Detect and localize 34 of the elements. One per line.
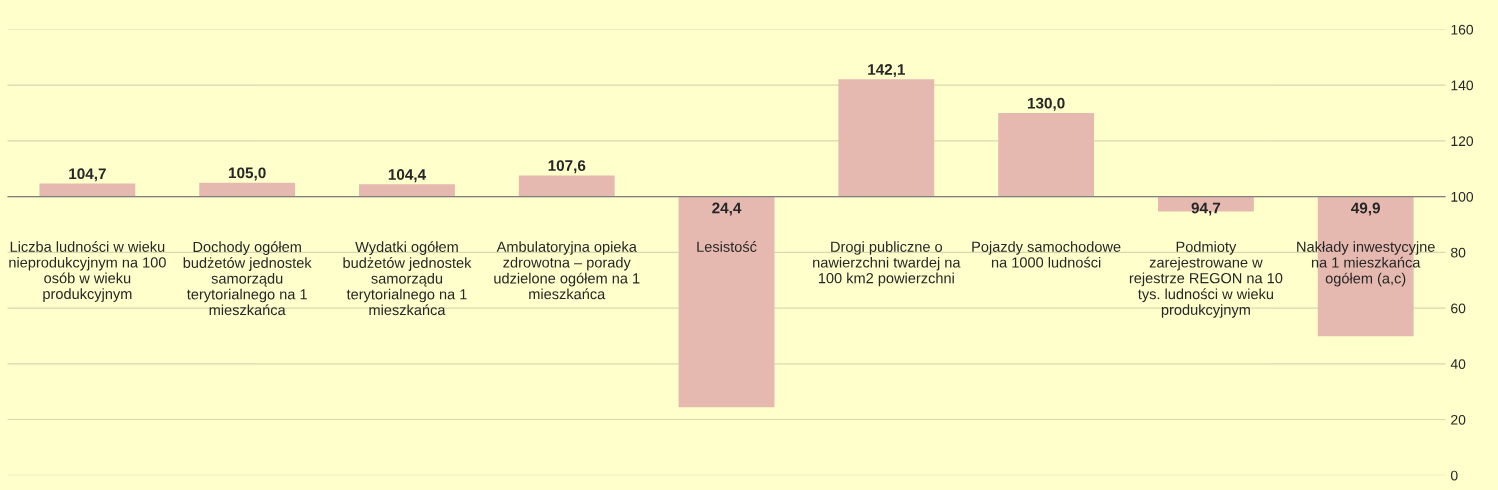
data-label: 104,4 xyxy=(388,169,426,183)
bar xyxy=(998,113,1095,197)
bar xyxy=(39,183,136,197)
data-label: 104,7 xyxy=(69,168,106,182)
bar xyxy=(359,184,455,197)
bar xyxy=(838,79,935,197)
data-label: 130,0 xyxy=(1027,97,1065,111)
y-tick-label: 0 xyxy=(1450,470,1458,481)
data-label: 105,0 xyxy=(229,167,266,181)
x-tick-label: Pojazdy samochodowe na 1000 ludności xyxy=(972,241,1121,268)
bar xyxy=(199,182,296,197)
x-tick-label: Podmioty zarejestrowane w rejestrze REGON na 10 tys. ludności w wieku produkcyjnym xyxy=(1129,241,1283,318)
y-tick-label: 160 xyxy=(1451,24,1474,35)
bar xyxy=(518,175,615,197)
data-label: 94,7 xyxy=(1191,202,1221,216)
x-tick-label: Drogi publiczne o nawierzchni twardej na 100 km2 powierzchni xyxy=(813,241,961,287)
y-tick-label: 120 xyxy=(1451,136,1474,147)
x-tick-label: Wydatki ogółem budżetów jednostek samorządu terytorialnego na 1 mieszkańca xyxy=(343,241,472,316)
data-label: 142,1 xyxy=(868,64,906,78)
y-tick-label: 60 xyxy=(1451,303,1466,314)
data-label: 24,4 xyxy=(712,202,742,216)
x-tick-label: Lesistość xyxy=(697,241,757,252)
y-tick-label: 80 xyxy=(1451,247,1466,258)
x-tick-label: Nakłady inwestycyjne na 1 mieszkańca ogółem (a,c) xyxy=(1297,241,1435,287)
y-tick-label: 20 xyxy=(1451,414,1466,425)
y-tick-label: 40 xyxy=(1450,359,1466,369)
y-tick-label: 140 xyxy=(1451,80,1474,91)
data-label: 49,9 xyxy=(1351,202,1380,216)
data-label: 107,6 xyxy=(548,160,586,174)
x-tick-label: Ambulatoryjna opieka zdrowotna – porady udzielone ogółem na 1 mieszkańca xyxy=(494,241,640,300)
x-tick-label: Dochody ogółem budżetów jednostek samorządu terytorialnego na 1 mieszkańca xyxy=(183,241,312,316)
x-tick-label: Liczba ludności w wieku nieprodukcyjnym na 100 osób w wieku produkcyjnym xyxy=(9,241,166,302)
y-tick-label: 100 xyxy=(1451,191,1474,202)
bar xyxy=(678,196,775,408)
